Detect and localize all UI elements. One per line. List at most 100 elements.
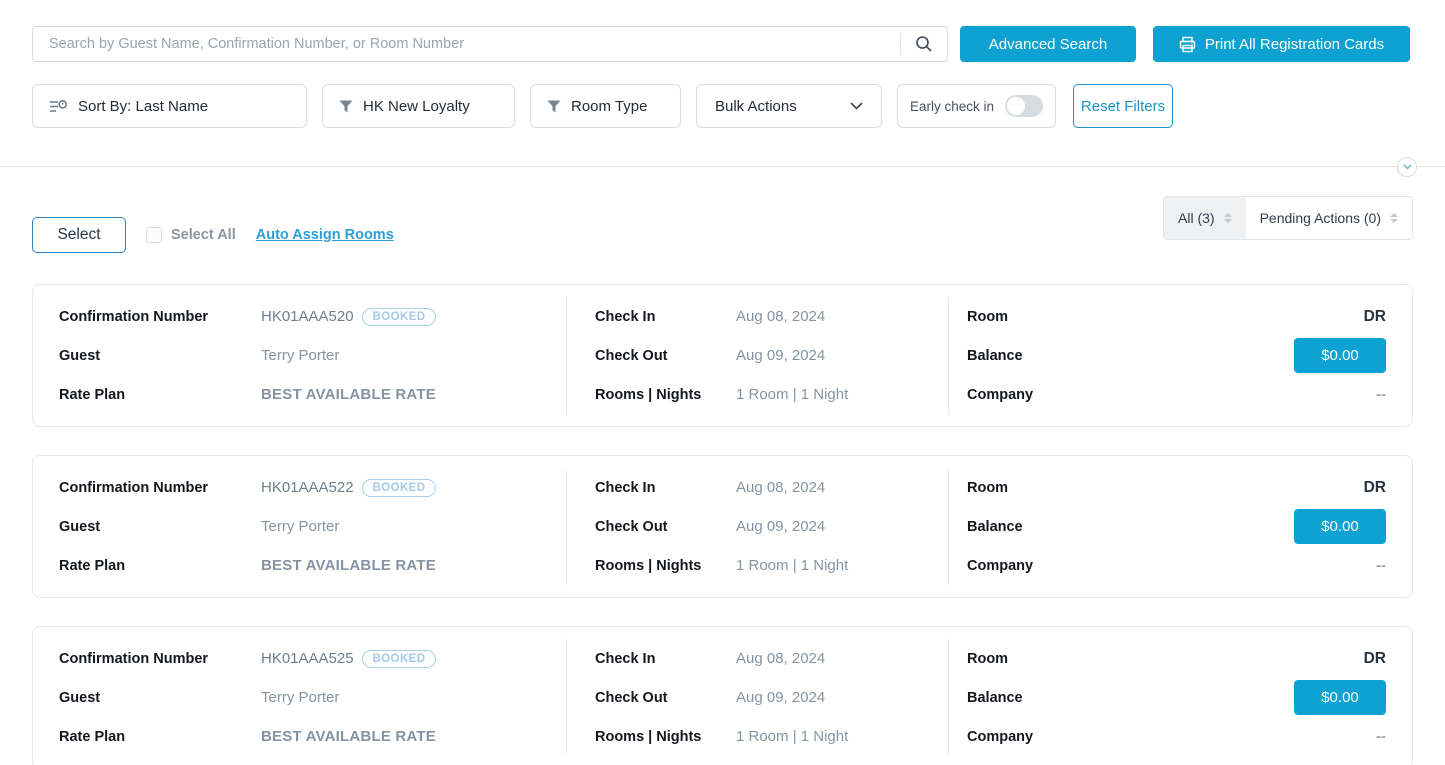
confirmation-number-value[interactable]: HK01AAA522: [261, 479, 354, 496]
printer-icon: [1179, 36, 1196, 53]
reservation-list: Confirmation Number HK01AAA520 BOOKED Gu…: [32, 284, 1413, 765]
sorter-icon: [1390, 213, 1398, 223]
room-label: Room: [967, 308, 1009, 325]
guest-label: Guest: [59, 347, 101, 364]
rate-plan-value: BEST AVAILABLE RATE: [261, 386, 436, 403]
balance-label: Balance: [967, 518, 1023, 535]
hk-loyalty-label: HK New Loyalty: [363, 97, 470, 115]
room-value: DR: [1363, 478, 1386, 496]
check-out-label: Check Out: [595, 518, 668, 535]
collapse-filters-button[interactable]: [1397, 157, 1417, 177]
company-label: Company: [967, 728, 1034, 745]
status-badge: BOOKED: [361, 307, 437, 326]
guest-value: Terry Porter: [261, 347, 340, 364]
check-out-label: Check Out: [595, 347, 668, 364]
room-type-label: Room Type: [571, 97, 648, 115]
check-in-value: Aug 08, 2024: [736, 479, 826, 496]
confirmation-number-label: Confirmation Number: [59, 650, 209, 667]
early-check-in-label: Early check in: [910, 98, 995, 114]
rooms-nights-value: 1 Room | 1 Night: [736, 386, 849, 403]
company-value: --: [1376, 557, 1386, 574]
confirmation-number-value[interactable]: HK01AAA525: [261, 650, 354, 667]
room-value: DR: [1363, 649, 1386, 667]
balance-label: Balance: [967, 689, 1023, 706]
early-check-in-toggle[interactable]: [1005, 95, 1043, 117]
advanced-search-button[interactable]: Advanced Search: [960, 26, 1136, 62]
tab-pending-actions[interactable]: Pending Actions (0): [1245, 197, 1412, 239]
company-label: Company: [967, 557, 1034, 574]
reset-filters-button[interactable]: Reset Filters: [1073, 84, 1173, 128]
check-in-value: Aug 08, 2024: [736, 308, 826, 325]
guest-value: Terry Porter: [261, 689, 340, 706]
top-bar: Advanced Search Print All Registration C…: [0, 0, 1445, 62]
search-input[interactable]: [33, 27, 900, 61]
hk-loyalty-filter[interactable]: HK New Loyalty: [322, 84, 515, 128]
status-badge: BOOKED: [361, 478, 437, 497]
funnel-icon: [547, 100, 561, 113]
rate-plan-value: BEST AVAILABLE RATE: [261, 557, 436, 574]
check-out-value: Aug 09, 2024: [736, 689, 826, 706]
search-box[interactable]: [32, 26, 948, 62]
sort-by-label: Sort By: Last Name: [78, 97, 209, 115]
room-label: Room: [967, 650, 1009, 667]
check-out-value: Aug 09, 2024: [736, 347, 826, 364]
balance-button[interactable]: $0.00: [1294, 680, 1386, 715]
balance-label: Balance: [967, 347, 1023, 364]
tab-pending-actions-label: Pending Actions (0): [1259, 210, 1381, 226]
select-all-control[interactable]: Select All: [146, 227, 236, 243]
sorter-icon: [1223, 213, 1232, 223]
chevron-down-icon: [1402, 164, 1412, 170]
guest-label: Guest: [59, 689, 101, 706]
rooms-nights-label: Rooms | Nights: [595, 557, 702, 574]
balance-button[interactable]: $0.00: [1294, 338, 1386, 373]
reservation-card[interactable]: Confirmation Number HK01AAA520 BOOKED Gu…: [32, 284, 1413, 427]
chevron-down-icon: [850, 102, 863, 110]
funnel-icon: [339, 100, 353, 113]
select-all-label: Select All: [171, 227, 236, 243]
filter-bar: Sort By: Last Name HK New Loyalty Room T…: [32, 84, 1445, 128]
filter-collapse-divider: [0, 157, 1445, 177]
check-out-value: Aug 09, 2024: [736, 518, 826, 535]
early-check-in-control: Early check in: [897, 84, 1056, 128]
select-all-checkbox[interactable]: [146, 227, 162, 243]
check-in-value: Aug 08, 2024: [736, 650, 826, 667]
sort-by-dropdown[interactable]: Sort By: Last Name: [32, 84, 307, 128]
company-value: --: [1376, 728, 1386, 745]
tab-all-label: All (3): [1178, 210, 1215, 226]
rooms-nights-label: Rooms | Nights: [595, 728, 702, 745]
bulk-actions-label: Bulk Actions: [715, 97, 797, 115]
toggle-knob: [1007, 97, 1025, 115]
sort-icon: [49, 98, 68, 115]
check-in-label: Check In: [595, 308, 656, 325]
print-all-label: Print All Registration Cards: [1204, 35, 1385, 53]
status-badge: BOOKED: [361, 649, 437, 668]
bulk-actions-dropdown[interactable]: Bulk Actions: [696, 84, 882, 128]
rate-plan-label: Rate Plan: [59, 557, 126, 574]
list-toolbar: Select Select All Auto Assign Rooms All …: [32, 196, 1413, 253]
rooms-nights-value: 1 Room | 1 Night: [736, 557, 849, 574]
search-icon[interactable]: [915, 35, 933, 53]
print-all-registration-cards-button[interactable]: Print All Registration Cards: [1153, 26, 1410, 62]
balance-button[interactable]: $0.00: [1294, 509, 1386, 544]
rate-plan-label: Rate Plan: [59, 728, 126, 745]
confirmation-number-label: Confirmation Number: [59, 308, 209, 325]
reservation-card[interactable]: Confirmation Number HK01AAA525 BOOKED Gu…: [32, 626, 1413, 765]
room-type-filter[interactable]: Room Type: [530, 84, 681, 128]
confirmation-number-value[interactable]: HK01AAA520: [261, 308, 354, 325]
check-out-label: Check Out: [595, 689, 668, 706]
room-value: DR: [1363, 307, 1386, 325]
rooms-nights-value: 1 Room | 1 Night: [736, 728, 849, 745]
list-tabs: All (3) Pending Actions (0): [1163, 196, 1413, 240]
rate-plan-value: BEST AVAILABLE RATE: [261, 728, 436, 745]
rooms-nights-label: Rooms | Nights: [595, 386, 702, 403]
tab-all[interactable]: All (3): [1164, 197, 1246, 239]
company-value: --: [1376, 386, 1386, 403]
check-in-label: Check In: [595, 650, 656, 667]
reservation-card[interactable]: Confirmation Number HK01AAA522 BOOKED Gu…: [32, 455, 1413, 598]
select-button[interactable]: Select: [32, 217, 126, 253]
auto-assign-rooms-link[interactable]: Auto Assign Rooms: [255, 227, 394, 243]
guest-value: Terry Porter: [261, 518, 340, 535]
check-in-label: Check In: [595, 479, 656, 496]
rate-plan-label: Rate Plan: [59, 386, 126, 403]
search-divider: [900, 34, 901, 54]
